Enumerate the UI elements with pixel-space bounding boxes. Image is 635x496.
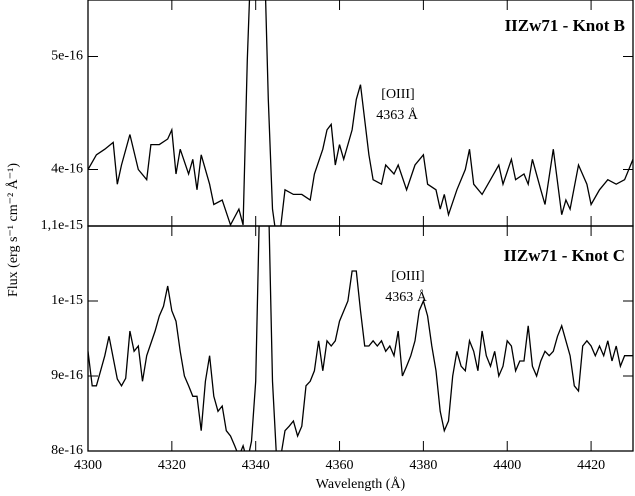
line-annotation: 4363 Å bbox=[385, 289, 428, 305]
x-tick-label: 4400 bbox=[493, 458, 521, 473]
y-axis-label: Flux (erg s⁻¹ cm⁻² Å⁻¹) bbox=[5, 163, 21, 297]
y-tick-label: 1e-15 bbox=[51, 293, 83, 308]
line-annotation: 4363 Å bbox=[376, 107, 419, 123]
x-axis-label: Wavelength (Å) bbox=[316, 476, 406, 492]
x-tick-label: 4340 bbox=[242, 458, 270, 473]
y-tick-label: 9e-16 bbox=[51, 368, 83, 383]
line-annotation: [OIII] bbox=[391, 269, 424, 284]
x-tick-label: 4360 bbox=[326, 458, 354, 473]
x-tick-label: 4320 bbox=[158, 458, 186, 473]
line-annotation: [OIII] bbox=[381, 87, 414, 102]
y-tick-label: 5e-16 bbox=[51, 49, 83, 64]
spectrum-line bbox=[88, 0, 633, 226]
x-tick-label: 4300 bbox=[74, 458, 102, 473]
panel-frame bbox=[87, 225, 634, 452]
y-tick-label: 8e-16 bbox=[51, 443, 83, 458]
panel-title: IIZw71 - Knot C bbox=[504, 246, 625, 265]
x-tick-label: 4380 bbox=[409, 458, 437, 473]
x-tick-label: 4420 bbox=[577, 458, 605, 473]
y-tick-label: 4e-16 bbox=[51, 162, 83, 177]
panel-title: IIZw71 - Knot B bbox=[505, 16, 625, 35]
spectrum-line bbox=[88, 226, 633, 451]
y-tick-label: 1,1e-15 bbox=[41, 218, 83, 233]
